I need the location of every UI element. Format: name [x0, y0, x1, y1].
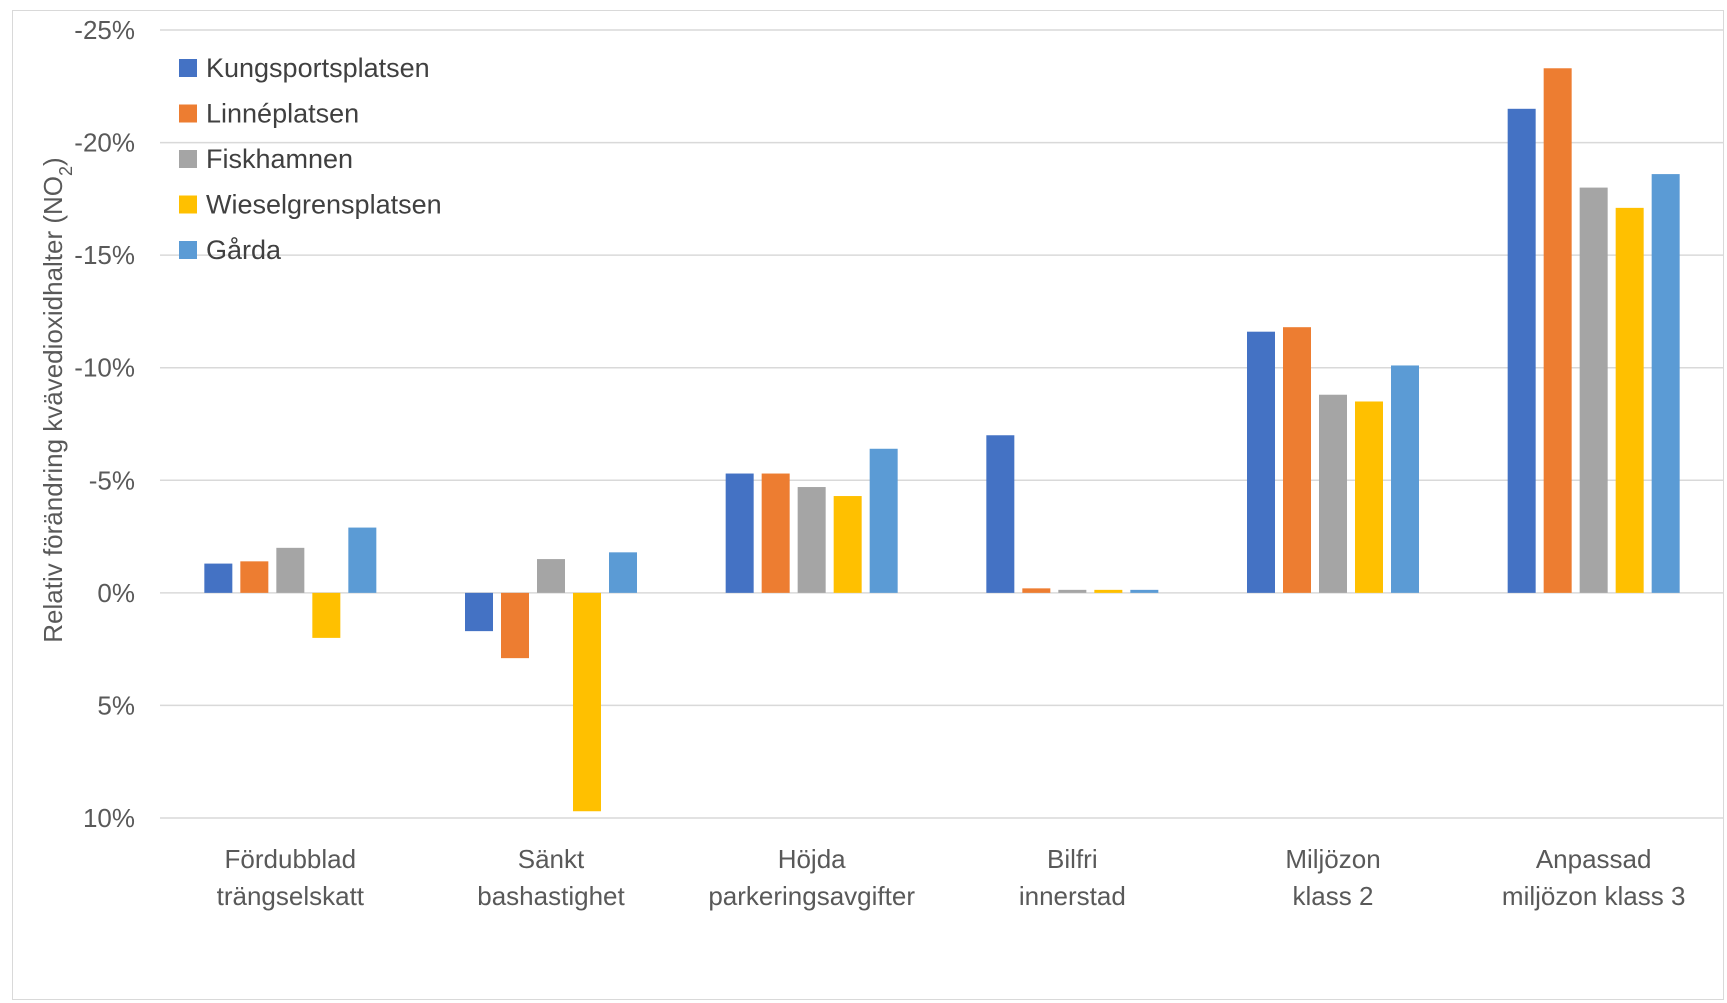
legend-label: Kungsportsplatsen: [206, 53, 430, 83]
category-label: Miljözon: [1285, 844, 1380, 874]
y-tick-label: -5%: [89, 465, 135, 495]
bar: [1615, 207, 1644, 593]
category-label: Sänkt: [518, 844, 585, 874]
y-tick-label: -10%: [74, 353, 135, 383]
bar: [1507, 108, 1536, 593]
category-label: bashastighet: [477, 881, 625, 911]
bar: [1319, 394, 1347, 593]
bar: [833, 496, 862, 593]
y-axis-label-main: Relativ förändring kvävedioxidhalter (NO: [38, 176, 68, 643]
bars: [204, 68, 1680, 812]
bar: [1651, 174, 1680, 593]
bar: [1391, 365, 1419, 593]
bar: [537, 559, 565, 593]
bar: [797, 487, 826, 593]
bar: [725, 473, 754, 593]
chart-frame: [12, 10, 1724, 1000]
y-tick-label: 10%: [83, 803, 135, 833]
bar: [1543, 68, 1572, 593]
legend: Kungsportsplatsen Linnéplatsen Fiskhamnen W…: [179, 53, 442, 265]
bar: [609, 552, 637, 593]
bar: [1094, 589, 1123, 593]
category-label: parkeringsavgifter: [708, 881, 915, 911]
legend-swatch: [179, 241, 197, 259]
bar: [761, 473, 790, 593]
bar: [1283, 327, 1311, 593]
bar: [1058, 589, 1087, 593]
category-label: klass 2: [1293, 881, 1374, 911]
bar: [573, 592, 601, 812]
category-label: Fördubblad: [225, 844, 357, 874]
legend-swatch: [179, 195, 197, 214]
bar: [240, 561, 269, 593]
bar: [1022, 588, 1051, 593]
gridlines: [160, 29, 1724, 819]
category-label: trängselskatt: [217, 881, 365, 911]
bar: [204, 563, 233, 593]
category-label: Bilfri: [1047, 844, 1098, 874]
bar: [312, 592, 341, 638]
y-axis-label-subscript: 2: [56, 166, 76, 176]
y-tick-label: 5%: [97, 690, 135, 720]
category-label: miljözon klass 3: [1502, 881, 1686, 911]
legend-swatch: [179, 104, 197, 123]
category-label: Anpassad: [1536, 844, 1652, 874]
y-tick-label: -25%: [74, 15, 135, 45]
legend-swatch: [179, 150, 197, 168]
y-axis-ticks: -25% -20% -15% -10% -5% 0% 5% 10%: [74, 15, 135, 833]
bar: [348, 527, 377, 593]
bar: [465, 592, 493, 632]
y-tick-label: -20%: [74, 128, 135, 158]
y-axis-label-close: ): [38, 157, 68, 166]
category-labels: Fördubblad trängselskatt Sänkt bashastighet…: [217, 844, 1686, 911]
legend-label: Wieselgrensplatsen: [206, 190, 442, 220]
bar: [1579, 187, 1608, 593]
bar: [1355, 401, 1383, 593]
bar: [869, 448, 898, 593]
bar: [501, 592, 529, 659]
y-tick-label: -15%: [74, 240, 135, 270]
y-axis-label: Relativ förändring kvävedioxidhalter (NO…: [38, 157, 76, 642]
bar: [986, 435, 1015, 593]
category-label: Höjda: [778, 844, 846, 874]
y-tick-label: 0%: [97, 578, 135, 608]
category-label: innerstad: [1019, 881, 1126, 911]
legend-label: Fiskhamnen: [206, 144, 353, 174]
legend-label: Linnéplatsen: [206, 99, 359, 129]
legend-swatch: [179, 59, 197, 77]
bar: [1247, 331, 1275, 593]
bar: [276, 547, 305, 593]
legend-label: Gårda: [206, 235, 282, 265]
bar: [1130, 589, 1159, 593]
